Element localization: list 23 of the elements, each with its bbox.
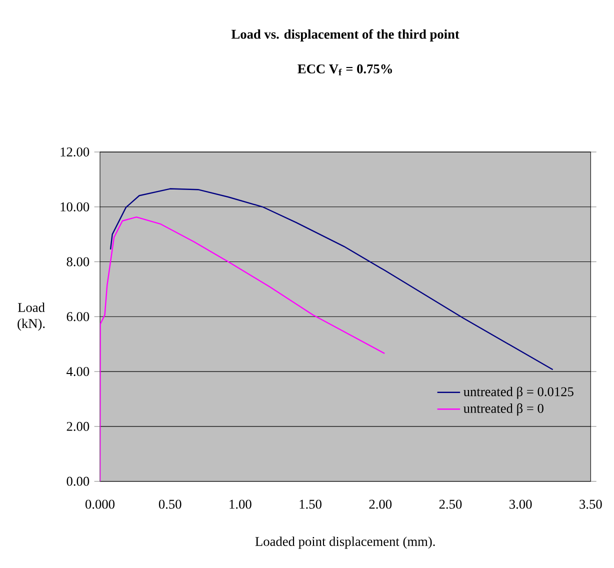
line-series <box>100 216 386 482</box>
legend-label: untreated β = 0 <box>464 403 544 416</box>
y-tick-label: 6.00 <box>66 312 90 322</box>
y-tick-label: 2.00 <box>66 422 90 431</box>
x-tick-label: 3.50 <box>580 500 602 509</box>
x-tick-label: 1.00 <box>230 500 252 509</box>
legend-label: untreated β = 0.0125 <box>464 386 574 399</box>
line-series <box>110 188 554 370</box>
x-tick-label: 2.50 <box>439 500 462 509</box>
x-tick-label: 0.000 <box>86 500 114 509</box>
chart-title: Load vs. displacement of the third point <box>231 29 460 42</box>
y-axis-title: Load (kN). <box>18 302 45 331</box>
y-tick-label: 4.00 <box>66 367 90 376</box>
y-tick-label: 10.00 <box>60 202 90 212</box>
x-axis-title: Loaded point displacement (mm). <box>255 536 435 549</box>
y-tick-label: 8.00 <box>66 257 90 266</box>
x-tick-label: 1.50 <box>300 500 322 509</box>
y-tick-label: 12.00 <box>60 147 90 157</box>
y-tick-label: 0.00 <box>66 476 90 486</box>
x-tick-label: 3.00 <box>510 500 532 509</box>
x-tick-label: 0.50 <box>158 500 182 509</box>
text: ECC V$_{f}$ = 0.75% <box>298 64 392 76</box>
x-tick-label: 2.00 <box>369 500 392 509</box>
